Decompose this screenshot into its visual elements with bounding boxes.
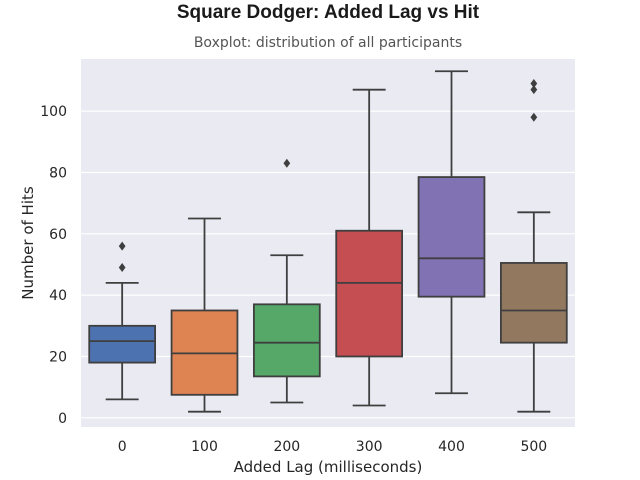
x-tick-label: 100 (191, 439, 218, 455)
outlier-marker (118, 263, 126, 273)
box-iqr (252, 303, 321, 378)
x-tick-label: 200 (273, 439, 300, 455)
box-group (170, 217, 239, 413)
box-iqr (417, 176, 486, 298)
box-group (252, 158, 321, 404)
y-tick-label: 20 (49, 349, 67, 365)
box-group (499, 79, 568, 413)
box-group (88, 241, 156, 401)
plot-area (81, 59, 575, 427)
y-tick-label: 100 (40, 104, 67, 120)
x-tick-label: 500 (520, 439, 547, 455)
y-tick-label: 0 (58, 411, 67, 427)
outlier-marker (530, 85, 538, 95)
box-iqr (88, 324, 156, 364)
outlier-marker (118, 241, 126, 251)
box-iqr (499, 262, 568, 344)
y-tick-label: 60 (49, 227, 67, 243)
box-group (417, 70, 486, 395)
y-tick-label: 40 (49, 288, 67, 304)
axis-ticks: 0 20 40 60 80 100 0 100 200 300 400 500 (40, 104, 547, 455)
y-axis-label: Number of Hits (19, 186, 37, 300)
x-tick-label: 400 (438, 439, 465, 455)
x-axis-label: Added Lag (milliseconds) (234, 458, 423, 476)
box-group (335, 88, 404, 407)
box-iqr (335, 229, 404, 358)
outlier-marker (530, 79, 538, 89)
chart-subtitle: Boxplot: distribution of all participant… (194, 35, 462, 51)
chart-title: Square Dodger: Added Lag vs Hit (177, 2, 480, 23)
outlier-marker (283, 158, 291, 168)
box-series (88, 70, 568, 413)
grid-lines (81, 110, 575, 419)
y-tick-label: 80 (49, 165, 67, 181)
outlier-marker (530, 112, 538, 122)
x-tick-label: 300 (356, 439, 383, 455)
x-tick-label: 0 (118, 439, 127, 455)
